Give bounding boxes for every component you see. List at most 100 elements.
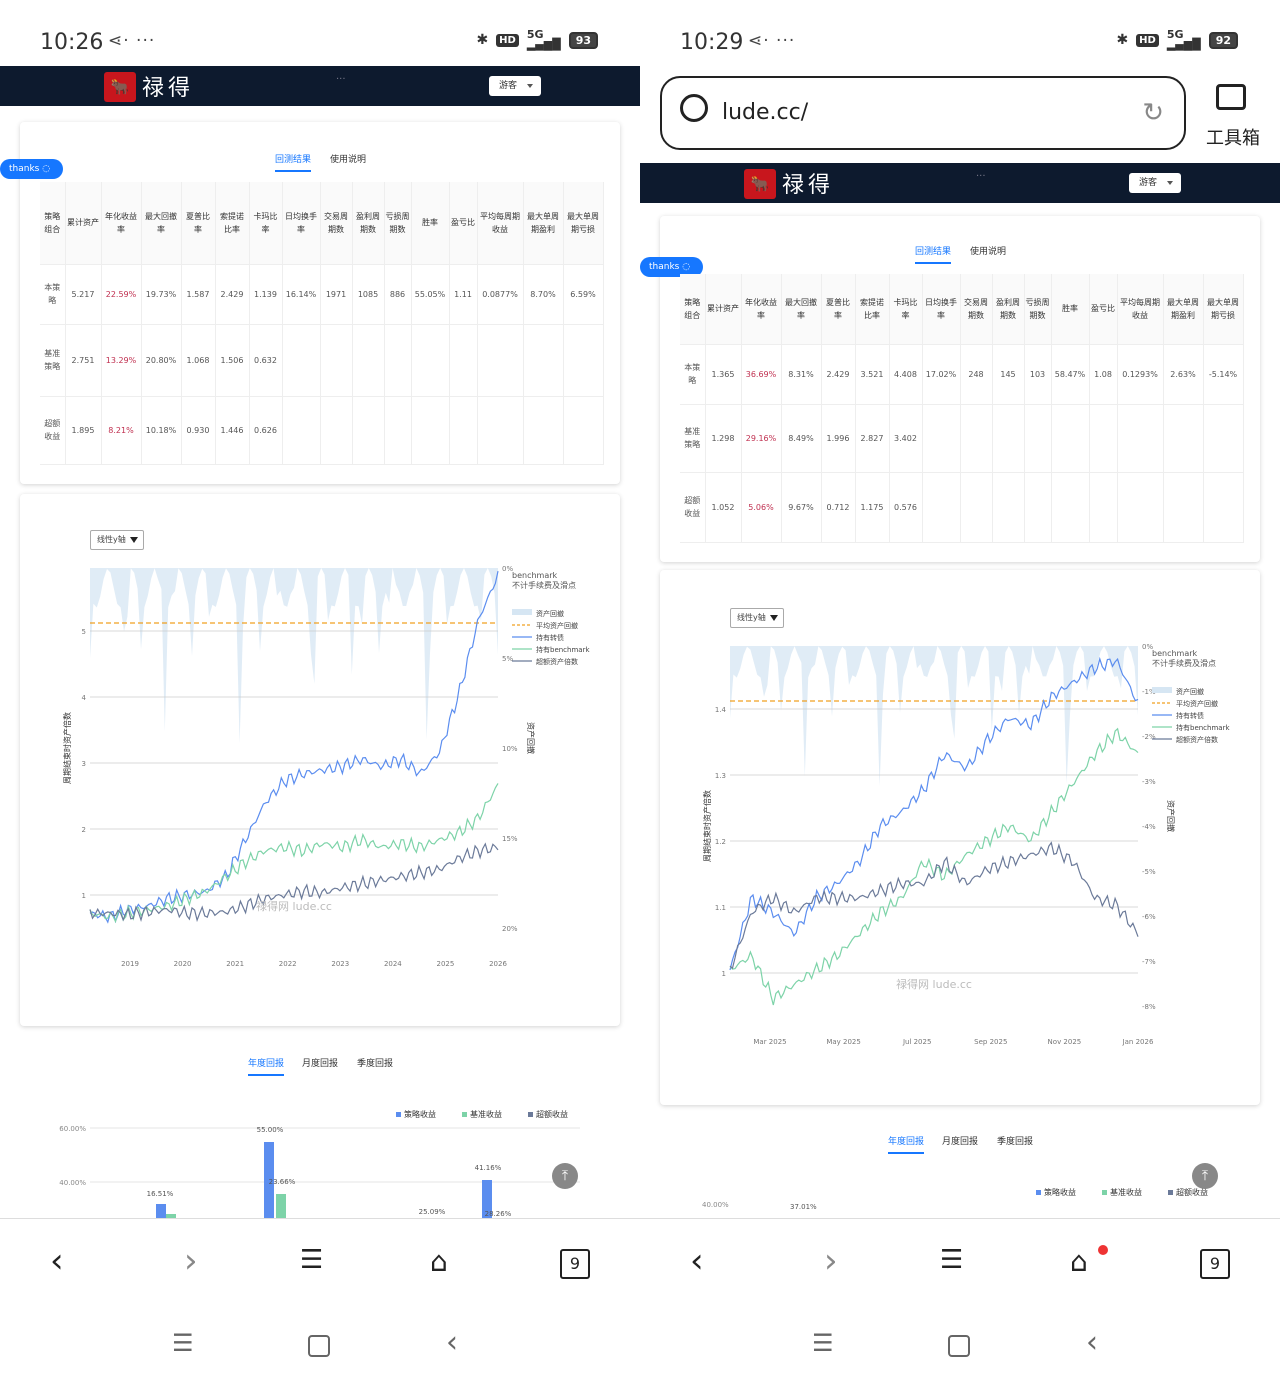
- table-cell: 20.80%: [141, 324, 182, 397]
- home-square-icon[interactable]: [948, 1335, 970, 1357]
- guest-dropdown[interactable]: 游客: [489, 76, 541, 96]
- nav-more[interactable]: ···: [976, 171, 986, 182]
- table-cell: 10.18%: [141, 396, 182, 465]
- tab-monthly-returns[interactable]: 月度回报: [942, 1137, 979, 1147]
- forward-arrow-icon[interactable]: ›: [184, 1241, 198, 1281]
- y-axis-select[interactable]: 线性y轴: [90, 530, 144, 550]
- brand-name[interactable]: 禄得: [782, 173, 835, 198]
- address-bar[interactable]: lude.cc/ ↻: [660, 76, 1186, 150]
- table-cell: 0.1293%: [1117, 344, 1164, 405]
- toolbox-icon[interactable]: [1216, 84, 1246, 110]
- system-back-icon[interactable]: ‹: [446, 1325, 458, 1360]
- y-tick-label: 1.3: [715, 772, 726, 780]
- tab-monthly-returns[interactable]: 月度回报: [302, 1059, 339, 1069]
- table-cell: 58.47%: [1051, 344, 1090, 405]
- y-tick-label: 5: [82, 628, 86, 636]
- y2-tick-label: 20%: [502, 925, 518, 933]
- brand-name[interactable]: 禄得: [142, 76, 195, 101]
- bull-logo-icon[interactable]: 🐂: [104, 72, 136, 102]
- x-tick-label: May 2025: [826, 1038, 861, 1046]
- reload-icon[interactable]: ↻: [1142, 98, 1164, 128]
- bull-logo-icon[interactable]: 🐂: [744, 169, 776, 199]
- table-cell: 1.298: [705, 404, 742, 473]
- legend-excess: 超额收益: [1168, 1187, 1208, 1198]
- y-tick-label: 3: [82, 760, 86, 768]
- signal-icon: 5G ▂▄▆█: [1166, 28, 1201, 51]
- thanks-button[interactable]: thanks ◌: [640, 257, 703, 277]
- table-header: 夏普比率: [181, 182, 216, 265]
- notification-dot: [1098, 1245, 1108, 1255]
- y2-axis-label: 资产回撤: [1166, 800, 1176, 832]
- search-icon: [680, 94, 708, 122]
- tab-quarterly-returns[interactable]: 季度回报: [357, 1059, 394, 1069]
- tabs-count-icon[interactable]: 9: [1200, 1249, 1230, 1279]
- legend-label: 资产回撤: [536, 609, 564, 618]
- table-header: 日均换手率: [922, 274, 961, 345]
- drawdown-area: [90, 568, 498, 744]
- back-to-top-icon[interactable]: ⤒: [1192, 1163, 1218, 1189]
- x-tick-label: 2021: [226, 960, 244, 968]
- tab-usage-guide[interactable]: 使用说明: [330, 155, 367, 165]
- table-cell: 1.895: [65, 396, 102, 465]
- legend-swatch: [1152, 687, 1172, 693]
- table-cell: 1.068: [181, 324, 216, 397]
- home-icon[interactable]: ⌂: [1070, 1245, 1088, 1278]
- menu-icon[interactable]: ☰: [300, 1245, 324, 1275]
- status-time: 10:29: [680, 30, 744, 55]
- table-cell: [1163, 472, 1204, 543]
- y2-axis-label: 资产回撤: [526, 722, 536, 754]
- legend-label: 持有转债: [536, 633, 564, 642]
- menu-icon[interactable]: ☰: [940, 1245, 964, 1275]
- table-cell: [352, 396, 385, 465]
- legend-label: 持有benchmark: [1176, 723, 1230, 732]
- table-row: 本策略 1.365 36.69% 8.31% 2.429 3.521 4.408 17.02%…: [680, 344, 1244, 405]
- recent-apps-icon[interactable]: ☰: [812, 1329, 834, 1357]
- y-tick-label: 4: [82, 694, 87, 702]
- tab-usage-guide[interactable]: 使用说明: [970, 247, 1007, 257]
- table-cell: [411, 324, 450, 397]
- nav-more[interactable]: ···: [336, 74, 346, 85]
- table-cell: 1.446: [215, 396, 250, 465]
- back-to-top-icon[interactable]: ⤒: [552, 1163, 578, 1189]
- y-axis-select[interactable]: 线性y轴: [730, 608, 784, 628]
- guest-dropdown[interactable]: 游客: [1129, 173, 1181, 193]
- table-header: 最大单周期盈利: [523, 182, 564, 265]
- thanks-button[interactable]: thanks ◌: [0, 159, 63, 179]
- table-cell: 55.05%: [411, 264, 450, 325]
- table-cell: [477, 396, 524, 465]
- home-icon[interactable]: ⌂: [430, 1245, 448, 1278]
- home-square-icon[interactable]: [308, 1335, 330, 1357]
- legend-label: 持有转债: [1176, 711, 1204, 720]
- bar-axis-label: 40.00%: [702, 1201, 729, 1209]
- tab-backtest-results[interactable]: 回测结果: [915, 244, 952, 264]
- table-cell: [477, 324, 524, 397]
- system-back-icon[interactable]: ‹: [1086, 1325, 1098, 1360]
- tab-annual-returns[interactable]: 年度回报: [888, 1134, 925, 1154]
- tab-annual-returns[interactable]: 年度回报: [248, 1056, 285, 1076]
- equity-chart: 1 1.1 1.2 1.3 1.4 0% -1% -2% -3% -4% -5% -6% -7% -8% M…: [702, 643, 1230, 1046]
- table-cell: 超额收益: [680, 472, 706, 543]
- table-cell: 3.402: [889, 404, 923, 473]
- forward-arrow-icon[interactable]: ›: [824, 1241, 838, 1281]
- tab-backtest-results[interactable]: 回测结果: [275, 152, 312, 172]
- signal-icon: 5G ▂▄▆█: [526, 28, 561, 51]
- table-cell: 103: [1024, 344, 1052, 405]
- tabs-count-icon[interactable]: 9: [560, 1249, 590, 1279]
- tab-quarterly-returns[interactable]: 季度回报: [997, 1137, 1034, 1147]
- table-cell: [352, 324, 385, 397]
- url-text[interactable]: lude.cc/: [722, 100, 809, 125]
- bar-axis-label: 40.00%: [59, 1179, 86, 1187]
- table-header: 最大单周期亏损: [563, 182, 604, 265]
- table-header: 日均换手率: [282, 182, 321, 265]
- table-cell: 1.139: [249, 264, 283, 325]
- table-cell: 16.14%: [282, 264, 321, 325]
- y-tick-label: 1.1: [715, 904, 726, 912]
- table-cell: 29.16%: [741, 404, 782, 473]
- back-arrow-icon[interactable]: ‹: [690, 1241, 704, 1281]
- bar-value-label: 37.01%: [790, 1203, 817, 1211]
- recent-apps-icon[interactable]: ☰: [172, 1329, 194, 1357]
- table-header: 累计资产: [705, 274, 742, 345]
- toolbox-label[interactable]: 工具箱: [1206, 128, 1260, 149]
- back-arrow-icon[interactable]: ‹: [50, 1241, 64, 1281]
